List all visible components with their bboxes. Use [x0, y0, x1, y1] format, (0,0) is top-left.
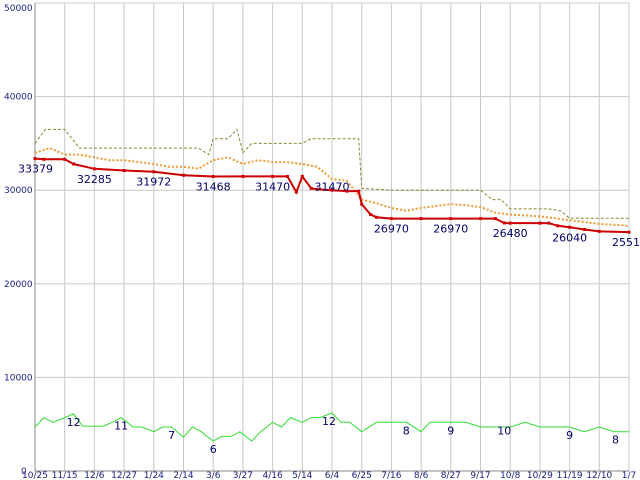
x-tick-label: 7/16: [381, 471, 401, 480]
min-point: [182, 173, 185, 177]
min-point: [369, 213, 373, 217]
data-label: 32285: [77, 173, 112, 186]
data-label: 12: [322, 415, 336, 428]
series-line-count: [34, 412, 629, 442]
min-point: [479, 217, 482, 221]
y-tick-label: 30000: [4, 186, 33, 196]
min-point: [627, 230, 631, 234]
min-point: [33, 157, 37, 161]
series-line-max: [34, 128, 629, 219]
data-label: 7: [168, 429, 175, 442]
data-label: 6: [210, 443, 217, 456]
data-labels: 33379 32285 31972 31468 31470 31470 26970 26970…: [18, 163, 640, 456]
y-tick-label: 10000: [4, 373, 33, 383]
min-point: [508, 221, 512, 225]
data-label: 26040: [552, 231, 587, 244]
data-label: 8: [403, 424, 410, 437]
min-point: [285, 174, 289, 178]
min-point: [330, 188, 334, 192]
grid: [34, 2, 630, 471]
min-point: [211, 174, 215, 178]
series-line-avg: [34, 147, 630, 227]
x-tick-label: 10/29: [527, 471, 553, 480]
min-point: [92, 167, 96, 171]
min-point: [72, 162, 76, 166]
data-label: 12: [67, 416, 81, 429]
x-tick-label: 4/16: [262, 471, 282, 480]
data-label: 26970: [374, 223, 409, 236]
data-label: 10: [497, 424, 511, 437]
data-label: 9: [447, 424, 454, 437]
series-points: [33, 157, 631, 234]
min-point: [375, 215, 379, 219]
min-point: [42, 157, 46, 161]
min-point: [389, 217, 393, 221]
y-tick-label: 20000: [4, 280, 33, 290]
data-label: 31470: [255, 180, 290, 193]
min-point: [360, 202, 364, 206]
min-point: [357, 189, 361, 193]
min-point: [502, 221, 506, 225]
min-point: [547, 221, 551, 225]
x-tick-label: 8/27: [441, 471, 461, 480]
x-tick-label: 1/24: [144, 471, 164, 480]
data-label: 31470: [315, 180, 350, 193]
x-tick-label: 5/14: [292, 471, 312, 480]
min-point: [63, 157, 67, 161]
y-tick-label: 40000: [4, 93, 33, 103]
x-axis-labels: 10/25 11/15 12/6 12/27 1/24 2/14 3/6 3/27 4/16 5/…: [22, 471, 636, 480]
min-point: [315, 187, 319, 191]
data-label: 31468: [196, 180, 231, 193]
data-label: 11: [114, 420, 128, 433]
data-label: 26480: [493, 227, 528, 240]
y-axis-labels: 0 10000 20000 30000 40000 50000: [4, 4, 33, 477]
min-point: [419, 217, 423, 221]
x-tick-label: 6/25: [352, 471, 372, 480]
x-tick-label: 2/14: [173, 471, 193, 480]
min-point: [449, 217, 453, 221]
x-tick-label: 1/7: [622, 471, 636, 480]
data-label: 25519: [612, 236, 640, 249]
min-point: [294, 190, 298, 194]
data-label: 33379: [18, 163, 53, 176]
min-point: [122, 169, 126, 173]
x-tick-label: 10/25: [22, 471, 48, 480]
x-tick-label: 12/6: [84, 471, 104, 480]
y-tick-label: 0: [21, 467, 27, 477]
x-tick-label: 12/27: [111, 471, 137, 480]
min-point: [152, 170, 156, 174]
axes: [34, 3, 629, 472]
min-point: [241, 174, 245, 178]
data-label: 9: [566, 429, 573, 442]
min-point: [345, 189, 349, 193]
x-tick-label: 11/19: [557, 471, 583, 480]
data-label: 8: [612, 434, 619, 447]
x-tick-label: 3/6: [206, 471, 221, 480]
min-point: [556, 224, 560, 228]
y-tick-label: 50000: [4, 4, 33, 14]
data-label: 31972: [136, 176, 171, 189]
x-tick-label: 3/27: [233, 471, 253, 480]
x-tick-label: 10/8: [500, 471, 520, 480]
min-point: [597, 229, 601, 233]
min-point: [582, 228, 586, 232]
x-tick-label: 8/6: [414, 471, 429, 480]
min-point: [309, 186, 313, 190]
x-tick-label: 12/10: [586, 471, 612, 480]
min-point: [493, 217, 497, 221]
min-point: [568, 225, 572, 229]
min-point: [538, 221, 542, 225]
x-tick-label: 11/15: [52, 471, 78, 480]
x-tick-label: 6/4: [325, 471, 340, 480]
min-point: [300, 174, 304, 178]
data-label: 26970: [433, 223, 468, 236]
min-point: [271, 174, 275, 178]
x-tick-label: 9/17: [470, 471, 490, 480]
